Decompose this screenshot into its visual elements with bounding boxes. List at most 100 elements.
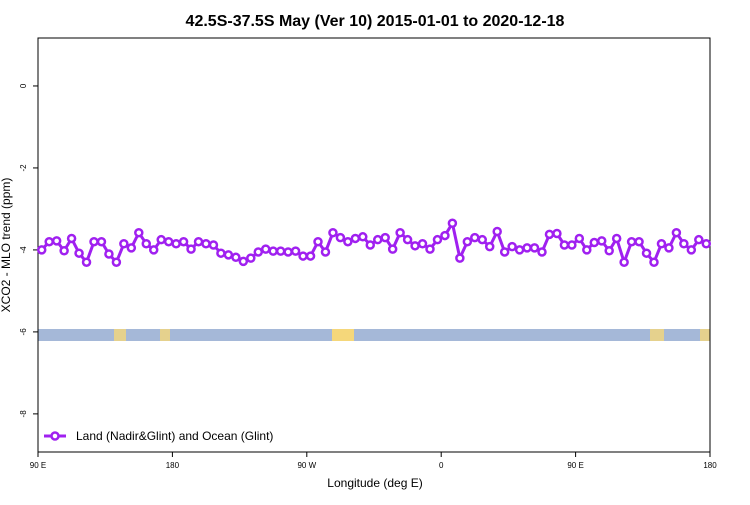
legend-marker xyxy=(50,431,60,441)
data-point xyxy=(141,239,152,249)
data-point xyxy=(89,236,99,247)
data-point xyxy=(253,247,264,257)
data-point xyxy=(201,239,211,249)
data-point xyxy=(238,256,249,267)
data-point xyxy=(283,247,293,257)
data-point xyxy=(372,234,383,245)
data-point xyxy=(246,253,256,263)
data-point xyxy=(455,253,465,263)
y-tick-label: 0 xyxy=(19,83,28,88)
data-point xyxy=(111,257,122,267)
data-point xyxy=(574,233,585,244)
data-point xyxy=(186,244,196,254)
data-point xyxy=(529,243,540,253)
data-point xyxy=(499,247,510,257)
data-point xyxy=(671,227,682,238)
y-tick-label: -4 xyxy=(19,246,28,254)
data-point xyxy=(641,248,652,258)
x-tick-label: 90 E xyxy=(30,461,46,470)
data-point xyxy=(701,239,712,249)
data-point xyxy=(81,257,92,267)
data-point xyxy=(656,239,667,249)
data-point xyxy=(477,234,488,245)
data-point xyxy=(537,247,547,257)
data-point xyxy=(134,227,144,238)
data-point xyxy=(96,236,107,247)
data-point xyxy=(119,239,129,249)
data-point xyxy=(552,228,562,239)
data-point xyxy=(36,245,47,255)
chart-title: 42.5S-37.5S May (Ver 10) 2015-01-01 to 2… xyxy=(186,13,565,30)
data-point xyxy=(410,241,420,251)
data-point xyxy=(66,233,77,244)
data-point xyxy=(305,251,316,261)
data-point xyxy=(432,234,443,245)
data-point xyxy=(343,236,353,247)
data-point xyxy=(74,248,84,258)
data-point xyxy=(320,247,331,257)
x-tick-label: 0 xyxy=(439,461,444,470)
y-tick-label: -2 xyxy=(19,164,28,172)
data-point xyxy=(163,236,174,247)
data-point xyxy=(649,257,659,267)
data-point xyxy=(260,244,271,254)
data-point xyxy=(395,227,405,238)
x-tick-label: 180 xyxy=(166,461,180,470)
data-point xyxy=(522,243,532,253)
data-point xyxy=(604,245,614,256)
data-point xyxy=(664,243,674,253)
data-point xyxy=(59,245,69,256)
data-point xyxy=(208,240,219,250)
data-point xyxy=(596,236,607,246)
data-point xyxy=(380,232,390,243)
data-point xyxy=(440,230,450,241)
data-point xyxy=(686,245,697,255)
surface-band xyxy=(38,329,710,341)
data-point xyxy=(178,236,189,247)
data-point xyxy=(231,252,241,263)
data-point xyxy=(626,236,637,247)
data-point xyxy=(589,237,600,248)
data-point xyxy=(544,229,555,240)
data-point xyxy=(268,246,278,256)
data-point xyxy=(51,236,62,246)
data-point xyxy=(298,251,308,261)
x-tick-label: 90 W xyxy=(297,461,316,470)
data-point xyxy=(44,236,54,247)
data-point xyxy=(694,234,704,245)
data-point xyxy=(462,236,473,247)
data-point xyxy=(447,218,458,229)
y-axis-label: XCO2 - MLO trend (ppm) xyxy=(0,178,13,313)
data-point xyxy=(313,236,323,247)
data-point xyxy=(216,248,226,258)
data-point xyxy=(126,243,137,253)
data-point xyxy=(611,233,622,244)
data-point xyxy=(634,236,644,247)
data-point xyxy=(290,246,301,256)
data-point xyxy=(507,241,517,252)
y-tick-label: -6 xyxy=(19,328,28,336)
data-point xyxy=(275,246,286,256)
data-point xyxy=(470,232,480,243)
x-axis-label: Longitude (deg E) xyxy=(327,476,422,490)
data-point xyxy=(350,233,361,244)
data-point xyxy=(492,226,502,237)
x-tick-label: 90 E xyxy=(567,461,583,470)
data-point xyxy=(402,234,413,245)
data-point xyxy=(223,250,234,260)
data-point xyxy=(559,240,570,250)
y-tick-label: -8 xyxy=(19,410,28,418)
data-point xyxy=(514,245,525,255)
data-point xyxy=(425,244,435,254)
x-tick-label: 180 xyxy=(703,461,717,470)
data-point xyxy=(365,240,376,250)
data-point xyxy=(567,240,577,250)
data-point xyxy=(104,249,114,259)
data-point xyxy=(484,241,495,252)
data-point xyxy=(171,239,181,249)
data-point xyxy=(417,239,428,249)
data-point xyxy=(328,227,338,238)
data-point xyxy=(148,245,159,255)
data-point xyxy=(193,236,204,247)
